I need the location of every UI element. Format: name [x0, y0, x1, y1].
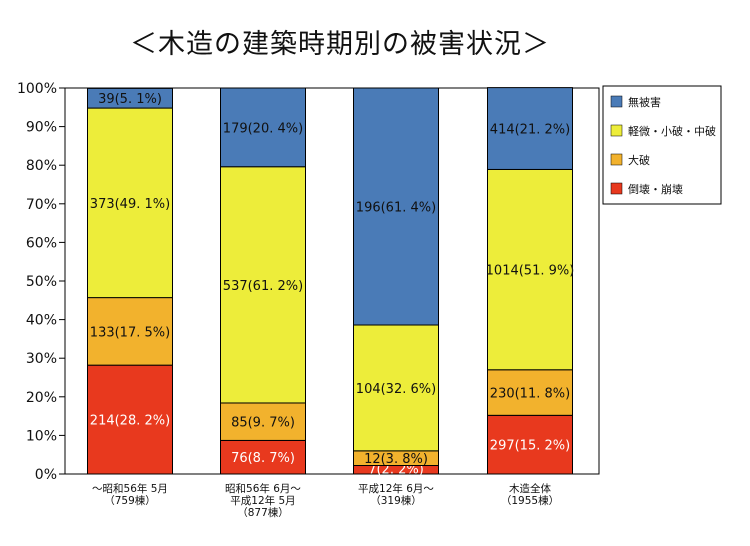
y-tick-label: 40%	[26, 313, 57, 329]
legend-swatch	[610, 182, 623, 195]
x-axis: ～昭和56年 5月（759棟） 昭和56年 6月～平成12年 5月（877棟） 平成…	[92, 482, 559, 519]
data-label: 196(61. 4%)	[356, 200, 436, 215]
data-label: 179(20. 4%)	[223, 121, 303, 136]
bar-segment	[87, 87, 173, 109]
bar-segment	[487, 87, 573, 170]
x-category-label: 平成12年 5月	[230, 494, 295, 507]
legend-label: 無被害	[628, 95, 661, 109]
y-tick-label: 90%	[26, 120, 57, 136]
x-category-label: （1955棟）	[501, 494, 559, 507]
bar-segment	[87, 364, 173, 475]
bar-segment	[487, 414, 573, 475]
legend-swatch	[610, 124, 623, 137]
x-category-label: ～昭和56年 5月	[92, 482, 168, 495]
x-category-label: （877棟）	[237, 506, 289, 519]
y-tick-label: 80%	[26, 158, 57, 174]
data-label: 230(11. 8%)	[490, 386, 570, 401]
data-label: 1014(51. 9%)	[486, 264, 575, 279]
y-tick-label: 60%	[26, 235, 57, 251]
legend-label: 軽微・小破・中破	[628, 124, 716, 138]
data-label: 214(28. 2%)	[90, 414, 170, 429]
bar-segment	[220, 87, 306, 168]
data-label: 12(3. 8%)	[364, 452, 428, 467]
data-label: 414(21. 2%)	[490, 122, 570, 137]
legend-swatch	[610, 153, 623, 166]
y-tick-label: 70%	[26, 197, 57, 213]
y-tick-label: 50%	[26, 274, 57, 290]
chart-title: ＜木造の建築時期別の被害状況＞	[130, 29, 550, 60]
bars: 214(28. 2%) 133(17. 5%) 373(49. 1%) 39(5. 1…	[87, 87, 575, 478]
bar-segment	[353, 87, 439, 326]
bar-segment	[220, 402, 306, 441]
legend-label: 大破	[628, 153, 650, 167]
legend-swatch	[610, 95, 623, 108]
y-tick-label: 30%	[26, 351, 57, 367]
legend-box	[602, 85, 722, 205]
y-tick-label: 20%	[26, 390, 57, 406]
data-label: 7(2. 2%)	[368, 463, 424, 478]
data-label: 297(15. 2%)	[490, 439, 570, 454]
y-tick-label: 100%	[17, 81, 57, 97]
data-label: 133(17. 5%)	[90, 325, 170, 340]
data-label: 104(32. 6%)	[356, 382, 436, 397]
bar-segment	[87, 297, 173, 366]
legend-label: 倒壊・崩壊	[628, 182, 683, 196]
bar-segment	[220, 166, 306, 404]
bar-segment	[87, 107, 173, 299]
x-category-label: 平成12年 6月～	[358, 482, 434, 495]
data-label: 85(9. 7%)	[231, 416, 295, 431]
y-axis: 0% 10% 20% 30% 40% 50% 60% 70% 80% 90% 100%	[17, 81, 65, 483]
x-category-label: 木造全体	[509, 482, 551, 495]
x-category-label: （759棟）	[104, 494, 156, 507]
x-category-label: （319棟）	[370, 494, 422, 507]
bar-segment	[487, 168, 573, 371]
data-label: 537(61. 2%)	[223, 279, 303, 294]
y-tick-label: 10%	[26, 428, 57, 444]
x-category-label: 昭和56年 6月～	[225, 482, 301, 495]
y-tick-label: 0%	[35, 467, 57, 483]
data-label: 373(49. 1%)	[90, 197, 170, 212]
data-label: 39(5. 1%)	[98, 92, 162, 107]
data-label: 76(8. 7%)	[231, 451, 295, 466]
